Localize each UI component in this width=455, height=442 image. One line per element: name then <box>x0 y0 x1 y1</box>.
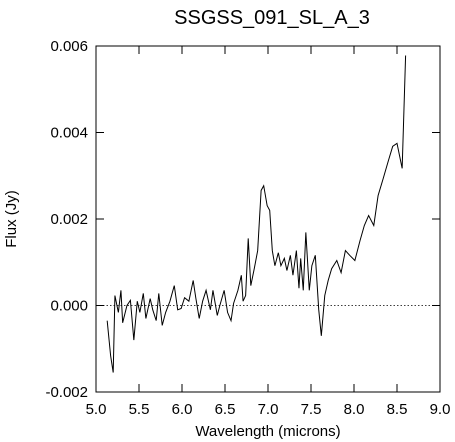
x-tick-label: 5.0 <box>86 401 107 418</box>
x-axis-label: Wavelength (microns) <box>195 423 340 440</box>
x-tick-label: 7.0 <box>258 401 279 418</box>
x-tick-label: 8.5 <box>387 401 408 418</box>
y-tick-label: 0.004 <box>50 125 88 142</box>
y-axis-label: Flux (Jy) <box>3 190 20 248</box>
x-tick-label: 7.5 <box>301 401 322 418</box>
y-tick-label: 0.006 <box>50 38 88 55</box>
x-tick-label: 9.0 <box>430 401 451 418</box>
plot-frame <box>95 45 441 393</box>
x-tick-label: 6.5 <box>215 401 236 418</box>
spectrum-line <box>106 55 407 373</box>
y-tick-label: 0.000 <box>50 298 88 315</box>
x-tick-label: 8.0 <box>344 401 365 418</box>
x-tick-label: 6.0 <box>172 401 193 418</box>
chart-title: SSGSS_091_SL_A_3 <box>174 7 370 29</box>
x-tick-label: 5.5 <box>129 401 150 418</box>
y-tick-label: 0.002 <box>50 211 88 228</box>
y-tick-label: -0.002 <box>45 384 88 401</box>
